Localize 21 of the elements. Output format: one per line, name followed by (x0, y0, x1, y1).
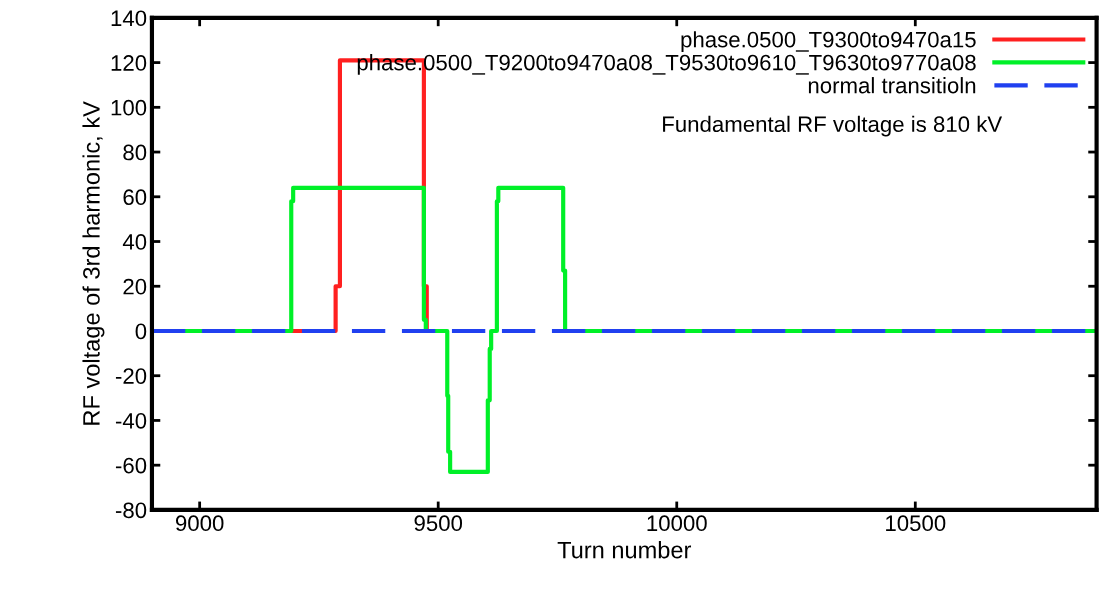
y-tick-label: 80 (123, 144, 147, 161)
y-tick-label: -80 (115, 502, 147, 519)
y-tick-label: -20 (115, 368, 147, 384)
legend-label: phase.0500_T9300to9470a15 (681, 31, 976, 52)
annotation: Fundamental RF voltage is 810 kV (663, 115, 1003, 137)
y-tick-label: 140 (111, 10, 147, 27)
y-axis-title: RF voltage of 3rd harmonic, kV (82, 101, 105, 425)
y-tick-label: -40 (115, 412, 147, 429)
y-tick-label: 0 (135, 323, 147, 340)
x-tick-label: 10000 (647, 515, 707, 532)
x-tick-label: 9500 (414, 515, 463, 532)
x-axis-title: Turn number (557, 541, 692, 559)
y-tick-label: 20 (123, 278, 147, 295)
y-tick-label: 100 (111, 99, 147, 116)
x-tick-label: 9000 (175, 515, 224, 532)
x-tick-label: 10500 (886, 515, 946, 532)
y-tick-label: 40 (122, 234, 147, 250)
y-tick-label: 60 (123, 189, 147, 206)
y-tick-label: 120 (111, 55, 147, 71)
legend-label: normal transitioln (808, 77, 976, 94)
y-tick-label: -60 (115, 457, 147, 474)
